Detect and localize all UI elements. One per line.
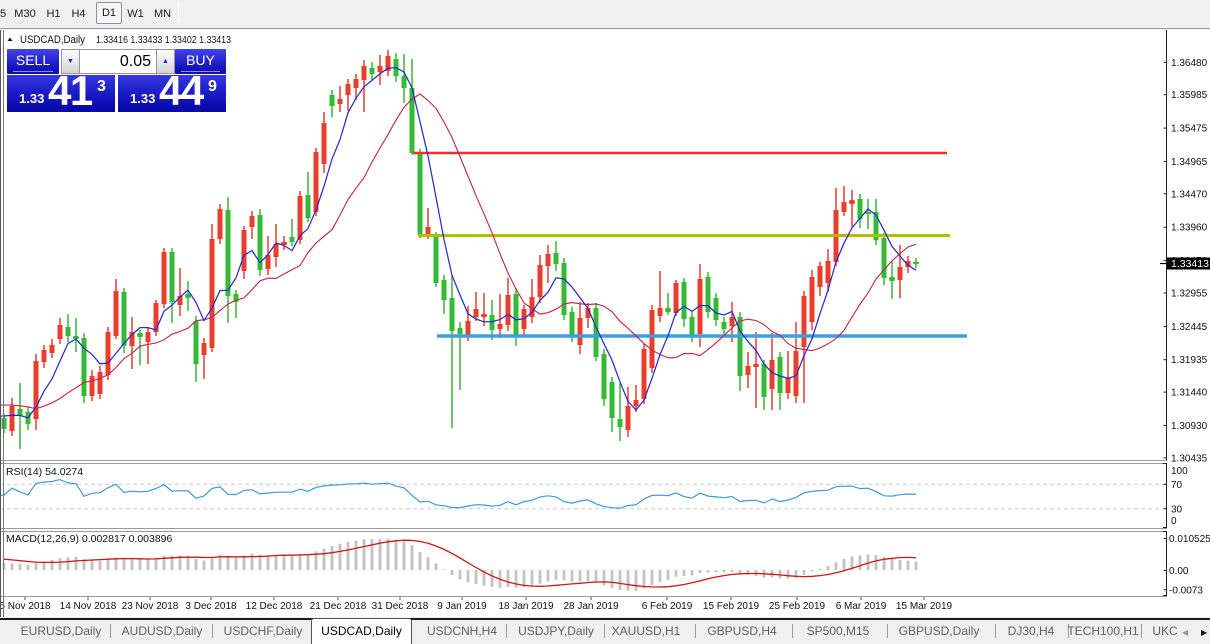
- svg-text:3 Dec 2018: 3 Dec 2018: [185, 601, 237, 612]
- svg-text:1.30435: 1.30435: [1171, 453, 1208, 464]
- svg-text:1.33960: 1.33960: [1171, 223, 1208, 234]
- svg-text:15 Feb 2019: 15 Feb 2019: [703, 601, 760, 612]
- svg-text:1.33413: 1.33413: [1171, 258, 1209, 270]
- svg-text:1.36480: 1.36480: [1171, 58, 1208, 69]
- svg-text:-0.0073: -0.0073: [1169, 585, 1203, 596]
- svg-text:1.35475: 1.35475: [1171, 124, 1208, 135]
- svg-text:1.35985: 1.35985: [1171, 90, 1208, 101]
- svg-text:15 Mar 2019: 15 Mar 2019: [896, 601, 953, 612]
- svg-text:1.31935: 1.31935: [1171, 355, 1208, 366]
- svg-text:21 Dec 2018: 21 Dec 2018: [310, 601, 367, 612]
- svg-text:1.34965: 1.34965: [1171, 157, 1208, 168]
- svg-text:28 Jan 2019: 28 Jan 2019: [563, 601, 618, 612]
- svg-text:23 Nov 2018: 23 Nov 2018: [122, 601, 179, 612]
- svg-text:1.32955: 1.32955: [1171, 289, 1208, 300]
- svg-text:1.34470: 1.34470: [1171, 189, 1208, 200]
- svg-text:6 Mar 2019: 6 Mar 2019: [836, 601, 887, 612]
- svg-text:1.31440: 1.31440: [1171, 388, 1208, 399]
- svg-text:6 Feb 2019: 6 Feb 2019: [642, 601, 693, 612]
- svg-text:0.010525: 0.010525: [1169, 534, 1210, 545]
- svg-text:1.30930: 1.30930: [1171, 421, 1208, 432]
- svg-text:9 Jan 2019: 9 Jan 2019: [437, 601, 487, 612]
- svg-text:100: 100: [1171, 466, 1188, 477]
- svg-text:31 Dec 2018: 31 Dec 2018: [372, 601, 429, 612]
- svg-text:0.00: 0.00: [1169, 566, 1189, 577]
- svg-text:30: 30: [1171, 505, 1183, 516]
- svg-text:RSI(14) 54.0274: RSI(14) 54.0274: [6, 466, 83, 478]
- svg-text:12 Dec 2018: 12 Dec 2018: [246, 601, 303, 612]
- svg-text:1.32445: 1.32445: [1171, 322, 1208, 333]
- svg-text:5 Nov 2018: 5 Nov 2018: [0, 601, 51, 612]
- svg-text:MACD(12,26,9) 0.002817 0.00389: MACD(12,26,9) 0.002817 0.003896: [6, 533, 173, 545]
- svg-text:18 Jan 2019: 18 Jan 2019: [498, 601, 553, 612]
- svg-text:70: 70: [1171, 480, 1183, 491]
- svg-text:USDCAD,Daily: USDCAD,Daily: [20, 34, 85, 46]
- svg-text:14 Nov 2018: 14 Nov 2018: [60, 601, 117, 612]
- svg-text:0: 0: [1171, 516, 1177, 527]
- svg-text:1.33416 1.33433 1.33402 1.3341: 1.33416 1.33433 1.33402 1.33413: [96, 34, 231, 46]
- svg-text:25 Feb 2019: 25 Feb 2019: [769, 601, 826, 612]
